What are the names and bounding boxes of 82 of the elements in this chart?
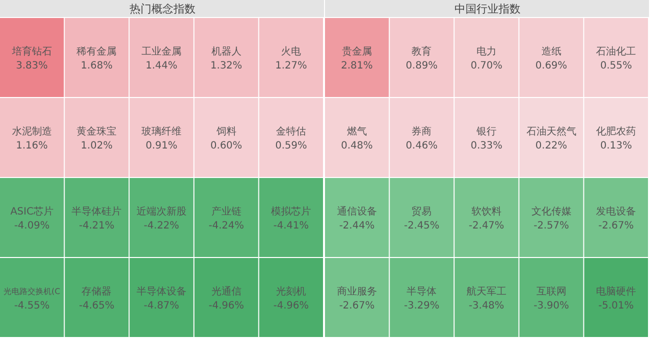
- category-label: 机器人: [211, 46, 242, 58]
- data-label: -4.55%: [14, 300, 50, 312]
- data-label: -4.96%: [208, 300, 244, 312]
- data-label: 0.55%: [600, 60, 632, 72]
- data-label: 0.48%: [341, 140, 373, 152]
- data-label: 1.32%: [210, 60, 242, 72]
- category-label: 石油天然气: [526, 126, 576, 138]
- data-label: 0.91%: [146, 140, 178, 152]
- category-label: 电力: [476, 46, 496, 58]
- category-label: 软饮料: [472, 206, 502, 218]
- data-label: -3.29%: [404, 300, 440, 312]
- category-label: 贵金属: [342, 46, 372, 58]
- data-label: -2.67%: [339, 300, 375, 312]
- data-label: -4.22%: [144, 220, 180, 232]
- category-label: 半导体硅片: [72, 206, 122, 218]
- data-label: -3.48%: [468, 300, 504, 312]
- category-label: 光通信: [211, 286, 242, 298]
- data-label: 2.81%: [341, 60, 373, 72]
- data-label: 0.13%: [600, 140, 632, 152]
- text: 中国行业指数: [454, 2, 520, 16]
- data-label: -4.09%: [14, 220, 50, 232]
- category-label: 券商: [412, 126, 432, 138]
- data-label: 1.16%: [16, 140, 48, 152]
- category-label: 存储器: [82, 286, 112, 298]
- category-label: 文化传媒: [531, 206, 572, 218]
- category-label: 水泥制造: [12, 126, 52, 138]
- category-label: 产业链: [211, 206, 242, 218]
- data-label: 0.22%: [535, 140, 568, 152]
- data-label: 1.02%: [80, 140, 113, 152]
- data-label: -4.65%: [79, 300, 114, 312]
- data-label: 0.60%: [210, 140, 242, 152]
- category-label: 银行: [476, 126, 496, 138]
- data-label: -2.57%: [534, 220, 569, 232]
- data-label: -3.90%: [534, 300, 569, 312]
- data-label: 0.33%: [470, 140, 502, 152]
- data-label: 0.70%: [470, 60, 502, 72]
- category-label: 金特估: [276, 126, 306, 138]
- data-label: -2.67%: [598, 220, 634, 232]
- category-label: 航天军工: [466, 286, 506, 298]
- category-label: 光电路交换机(C: [4, 286, 61, 296]
- category-label: 发电设备: [596, 206, 636, 218]
- data-label: -4.21%: [79, 220, 114, 232]
- data-label: -5.01%: [598, 300, 634, 312]
- data-label: 0.59%: [275, 140, 307, 152]
- category-label: 稀有金属: [76, 46, 117, 58]
- data-label: -4.96%: [273, 300, 309, 312]
- data-label: 0.89%: [406, 60, 438, 72]
- text: 热门概念指数: [130, 2, 196, 16]
- data-label: 1.68%: [80, 60, 113, 72]
- category-label: 火电: [281, 46, 302, 58]
- category-label: 玻璃纤维: [142, 126, 182, 138]
- category-label: ASIC芯片: [10, 206, 54, 218]
- category-label: 造纸: [541, 46, 562, 58]
- category-label: 模拟芯片: [271, 206, 312, 218]
- category-label: 贸易: [412, 206, 432, 218]
- data-label: 1.44%: [146, 60, 178, 72]
- category-label: 近端次新股: [136, 206, 186, 218]
- category-label: 商业服务: [336, 286, 377, 298]
- category-label: 饲料: [215, 126, 236, 138]
- category-label: 通信设备: [336, 206, 377, 218]
- data-label: -4.24%: [208, 220, 244, 232]
- data-label: -2.45%: [404, 220, 440, 232]
- data-label: 0.46%: [406, 140, 438, 152]
- category-label: 半导体: [406, 286, 437, 298]
- category-label: 互联网: [536, 286, 566, 298]
- category-label: 石油化工: [596, 46, 636, 58]
- category-label: 燃气: [346, 126, 367, 138]
- data-label: -2.44%: [339, 220, 375, 232]
- data-label: -2.47%: [468, 220, 504, 232]
- data-label: 0.69%: [535, 60, 568, 72]
- data-label: 3.83%: [16, 60, 48, 72]
- category-label: 化肥农药: [596, 126, 636, 138]
- category-label: 工业金属: [142, 46, 182, 58]
- category-label: 半导体设备: [136, 286, 186, 298]
- category-label: 电脑硬件: [596, 286, 636, 298]
- category-label: 黄金珠宝: [76, 126, 117, 138]
- data-label: -4.41%: [273, 220, 309, 232]
- category-label: 光刻机: [276, 286, 306, 298]
- category-label: 培育钻石: [10, 46, 52, 58]
- data-label: -4.87%: [144, 300, 180, 312]
- category-label: 教育: [412, 46, 432, 58]
- data-label: 1.27%: [275, 60, 307, 72]
